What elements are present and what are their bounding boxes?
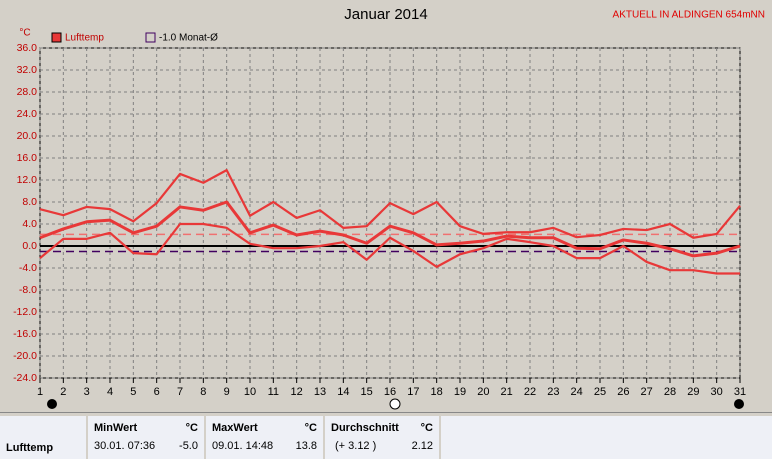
row-label: Lufttemp	[6, 442, 54, 454]
series-line	[39, 169, 741, 239]
series-line	[39, 222, 740, 275]
x-tick-label: 16	[384, 386, 396, 398]
legend: Lufttemp -1.0 Monat-Ø	[51, 32, 218, 44]
x-tick-label: 25	[594, 386, 606, 398]
x-tick-label: 6	[154, 386, 160, 398]
cell-value: -5.0	[179, 440, 198, 452]
x-tick-label: 13	[314, 386, 326, 398]
legend-swatch	[145, 32, 156, 43]
chart-subtitle: AKTUELL IN ALDINGEN 654mNN	[613, 10, 765, 21]
min-cell: MinWert °C 30.01. 07:36 -5.0	[88, 416, 204, 459]
y-tick-label: -20.0	[13, 350, 37, 362]
x-tick-label: 3	[84, 386, 90, 398]
x-tick-label: 1	[37, 386, 43, 398]
max-cell: MaxWert °C 09.01. 14:48 13.8	[206, 416, 323, 459]
x-tick-label: 22	[524, 386, 536, 398]
x-tick-label: 5	[130, 386, 136, 398]
x-tick-label: 29	[687, 386, 699, 398]
summary-table: Lufttemp MinWert °C 30.01. 07:36 -5.0 Ma…	[0, 412, 772, 459]
y-tick-label: 28.0	[17, 86, 38, 98]
y-tick-label: 12.0	[17, 174, 38, 186]
moon-phase	[734, 399, 744, 409]
header-unit: °C	[185, 422, 198, 434]
y-tick-label: 0.0	[22, 240, 37, 252]
x-tick-label: 23	[547, 386, 559, 398]
x-tick-label: 17	[407, 386, 419, 398]
legend-label: Lufttemp	[65, 33, 104, 44]
y-axis-label: °C	[19, 28, 30, 39]
x-tick-label: 21	[501, 386, 513, 398]
y-tick-label: -12.0	[13, 306, 37, 318]
series-line	[39, 200, 741, 258]
x-tick-label: 10	[244, 386, 256, 398]
chart-title: Januar 2014	[344, 6, 427, 23]
x-tick-label: 20	[477, 386, 489, 398]
cell-value: 2.12	[411, 440, 433, 452]
x-tick-label: 11	[268, 386, 279, 398]
legend-swatch	[51, 32, 62, 43]
y-tick-label: 20.0	[17, 130, 38, 142]
moon-phase	[47, 399, 57, 409]
empty-cell	[441, 416, 772, 459]
header: MaxWert	[212, 422, 258, 434]
y-tick-label: 36.0	[17, 42, 38, 54]
y-tick-label: 4.0	[22, 218, 37, 230]
x-tick-label: 14	[337, 386, 349, 398]
x-tick-label: 18	[431, 386, 443, 398]
x-tick-label: 19	[454, 386, 466, 398]
y-tick-label: -4.0	[19, 262, 37, 274]
cell-text: 09.01. 14:48	[212, 440, 274, 452]
x-tick-label: 28	[664, 386, 676, 398]
y-tick-label: 8.0	[22, 196, 37, 208]
row-label-cell: Lufttemp	[0, 416, 86, 459]
cell-text: (+ 3.12 )	[335, 440, 377, 452]
header-unit: °C	[420, 422, 433, 434]
x-tick-label: 24	[571, 386, 583, 398]
y-tick-label: 32.0	[17, 64, 38, 76]
x-tick-label: 15	[361, 386, 373, 398]
x-tick-label: 9	[224, 386, 230, 398]
x-tick-label: 4	[107, 386, 113, 398]
y-tick-label: 16.0	[17, 152, 38, 164]
y-tick-label: 24.0	[17, 108, 38, 120]
chart: Januar 2014 AKTUELL IN ALDINGEN 654mNN °…	[13, 6, 765, 410]
avg-cell: Durchschnitt °C (+ 3.12 ) 2.12	[325, 416, 439, 459]
x-tick-label: 12	[291, 386, 303, 398]
y-tick-label: -8.0	[19, 284, 37, 296]
cell-value: 13.8	[295, 440, 317, 452]
x-tick-label: 31	[734, 386, 746, 398]
x-tick-label: 8	[200, 386, 206, 398]
cell-text: 30.01. 07:36	[94, 440, 156, 452]
x-tick-label: 7	[177, 386, 183, 398]
header: MinWert	[94, 422, 138, 434]
header-unit: °C	[304, 422, 317, 434]
x-tick-label: 2	[60, 386, 66, 398]
y-tick-label: -24.0	[13, 372, 37, 384]
y-tick-label: -16.0	[13, 328, 37, 340]
moon-phase	[389, 398, 401, 410]
x-tick-label: 27	[641, 386, 653, 398]
legend-label: -1.0 Monat-Ø	[159, 33, 218, 44]
x-tick-label: 30	[711, 386, 723, 398]
header: Durchschnitt	[331, 422, 399, 434]
x-tick-label: 26	[617, 386, 629, 398]
